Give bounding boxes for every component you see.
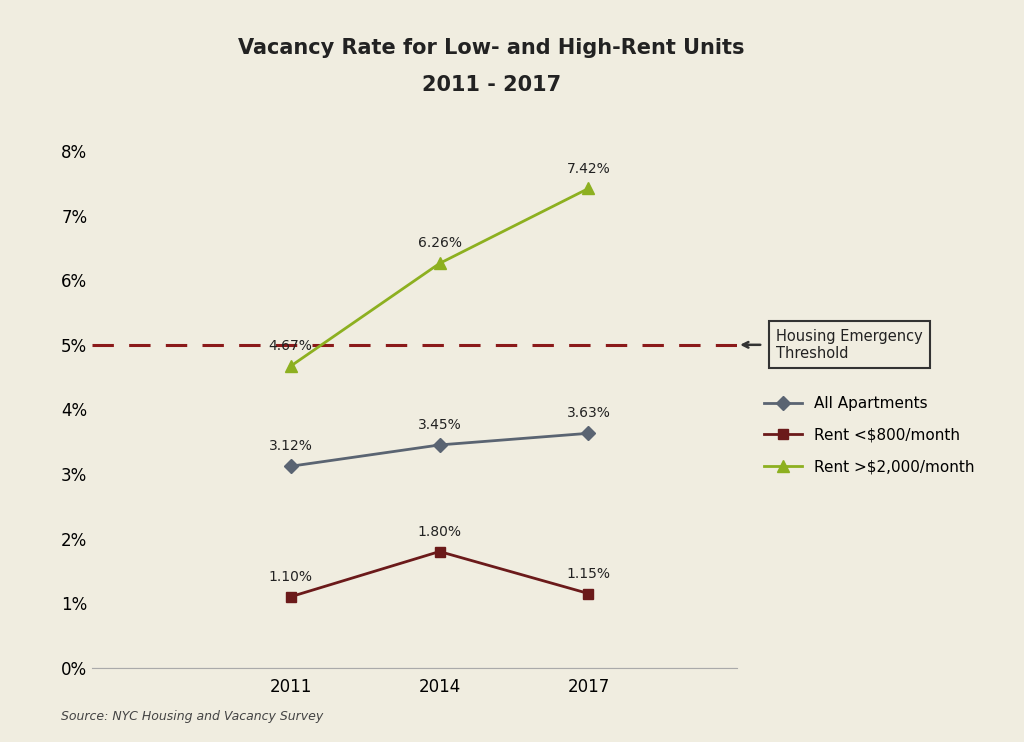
Legend: All Apartments, Rent <$800/month, Rent >$2,000/month: All Apartments, Rent <$800/month, Rent >… (758, 390, 981, 481)
Rent <$800/month (583, 589, 595, 598)
Text: 6.26%: 6.26% (418, 237, 462, 251)
Text: 3.63%: 3.63% (566, 407, 610, 421)
Text: 4.67%: 4.67% (268, 339, 312, 353)
Text: 7.42%: 7.42% (566, 162, 610, 176)
Rent <$800/month (285, 592, 297, 601)
Text: 1.10%: 1.10% (268, 570, 312, 584)
Text: 3.12%: 3.12% (268, 439, 312, 453)
Line: Rent <$800/month: Rent <$800/month (286, 547, 593, 602)
Rent >$2,000/month (285, 361, 297, 370)
Line: Rent >$2,000/month: Rent >$2,000/month (285, 183, 595, 372)
Text: 2011 - 2017: 2011 - 2017 (422, 76, 561, 95)
All Apartments (583, 429, 595, 438)
Text: 1.80%: 1.80% (418, 525, 462, 539)
Text: 1.15%: 1.15% (566, 567, 610, 580)
Text: Housing Emergency
Threshold: Housing Emergency Threshold (776, 329, 923, 361)
Rent >$2,000/month (433, 259, 445, 268)
Text: Source: NYC Housing and Vacancy Survey: Source: NYC Housing and Vacancy Survey (61, 710, 324, 723)
All Apartments (285, 462, 297, 470)
Rent <$800/month (433, 547, 445, 556)
Text: 3.45%: 3.45% (418, 418, 462, 432)
Line: All Apartments: All Apartments (286, 428, 593, 471)
All Apartments (433, 441, 445, 450)
Rent >$2,000/month (583, 184, 595, 193)
Text: Vacancy Rate for Low- and High-Rent Units: Vacancy Rate for Low- and High-Rent Unit… (239, 39, 744, 58)
